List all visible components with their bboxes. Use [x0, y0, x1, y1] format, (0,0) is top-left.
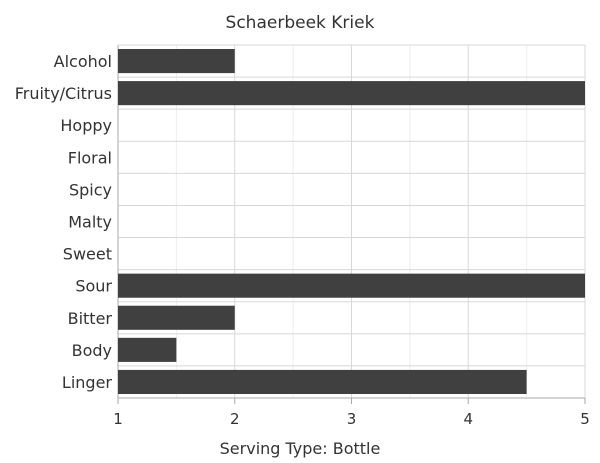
bar: [118, 273, 585, 298]
bar: [118, 81, 585, 106]
category-label: Body: [72, 341, 112, 360]
category-labels: Alcohol Fruity/Citrus Hoppy Floral Spicy Malt…: [15, 52, 113, 392]
x-axis-label: Serving Type: Bottle: [220, 439, 381, 458]
category-label: Hoppy: [60, 116, 112, 135]
bar: [118, 49, 235, 74]
x-tick-label: 4: [463, 410, 473, 428]
category-label: Sweet: [63, 245, 112, 264]
category-label: Fruity/Citrus: [15, 84, 112, 103]
x-tick-label: 3: [347, 410, 357, 428]
category-label: Linger: [62, 373, 113, 392]
category-label: Sour: [75, 277, 112, 296]
chart-title: Schaerbeek Kriek: [226, 13, 375, 33]
category-label: Malty: [68, 213, 112, 232]
bar: [118, 369, 527, 394]
category-label: Spicy: [69, 180, 112, 199]
x-tick-label: 2: [230, 410, 240, 428]
category-label: Bitter: [68, 309, 113, 328]
x-tick-label: 1: [113, 410, 123, 428]
bars: [118, 49, 585, 394]
x-tick-labels: 1 2 3 4 5: [113, 398, 590, 428]
x-tick-label: 5: [580, 410, 590, 428]
category-label: Floral: [68, 148, 112, 167]
category-label: Alcohol: [54, 52, 112, 71]
bar: [118, 305, 235, 330]
bar: [118, 337, 177, 362]
